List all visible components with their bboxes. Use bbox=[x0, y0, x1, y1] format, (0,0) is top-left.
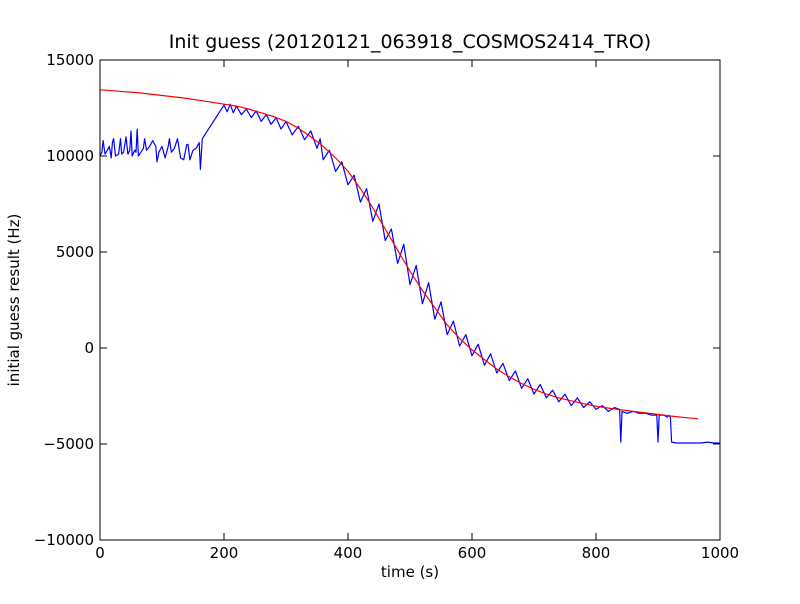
y-tick-label: 10000 bbox=[46, 147, 94, 165]
x-tick-label: 1000 bbox=[701, 544, 739, 562]
y-tick-label: −5000 bbox=[43, 435, 94, 453]
x-tick-label: 200 bbox=[210, 544, 239, 562]
y-tick-label: 5000 bbox=[56, 243, 94, 261]
plot-background bbox=[100, 60, 720, 540]
y-tick-label: 0 bbox=[84, 339, 94, 357]
x-tick-label: 0 bbox=[95, 544, 105, 562]
y-tick-label: 15000 bbox=[46, 51, 94, 69]
ticks-layer bbox=[99, 59, 721, 541]
chart-title: Init guess (20120121_063918_COSMOS2414_T… bbox=[169, 31, 651, 53]
x-tick-label: 800 bbox=[582, 544, 611, 562]
y-tick-label: −10000 bbox=[34, 531, 94, 549]
x-tick-label: 400 bbox=[334, 544, 363, 562]
series-layer bbox=[99, 89, 720, 444]
y-axis-label: initial guess result (Hz) bbox=[5, 214, 23, 387]
x-tick-label: 600 bbox=[458, 544, 487, 562]
x-axis-label: time (s) bbox=[381, 563, 439, 581]
tick-labels-layer: 0 200 400 600 800 1000 −10000 −5000 0 5000 10000 15… bbox=[34, 51, 739, 562]
plot-frame bbox=[99, 59, 721, 541]
series-line-1 bbox=[99, 89, 699, 420]
plot-area bbox=[99, 59, 721, 541]
